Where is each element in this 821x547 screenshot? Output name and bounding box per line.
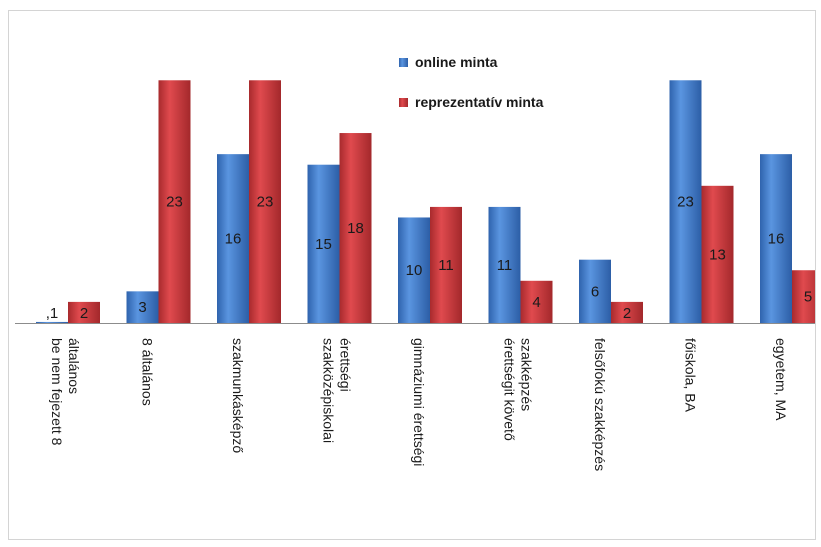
data-label-online-5: 11 [497, 257, 513, 274]
data-label-reprezentativ-4: 11 [438, 257, 454, 274]
category-label-8: egyetem, MA [773, 338, 789, 421]
data-label-reprezentativ-6: 2 [623, 305, 631, 322]
category-label-3: szakközépiskolai érettségi [321, 338, 354, 443]
category-label-2-line-0: szakmunkásképző [230, 338, 246, 453]
legend-label-online: online minta [415, 54, 498, 70]
category-label-3-line-0: szakközépiskolai [321, 338, 337, 443]
legend: online minta reprezentatív minta [399, 54, 544, 110]
category-label-0-line-0: be nem fejezett 8 [49, 338, 65, 446]
category-label-7: főiskola, BA [683, 338, 699, 413]
bar-reprezentativ-1 [158, 80, 191, 323]
data-label-online-1: 3 [138, 299, 146, 316]
data-label-online-7: 23 [677, 194, 694, 211]
category-label-0-line-1: általános [66, 338, 82, 394]
data-label-online-3: 15 [315, 236, 332, 253]
category-label-5-line-0: érettségit követő [502, 338, 518, 441]
bar-online-4 [398, 217, 430, 323]
bar-online-7 [669, 80, 702, 323]
bar-reprezentativ-2 [249, 80, 281, 323]
bar-reprezentativ-5 [520, 280, 553, 323]
chart-frame: ,1 2 3 23 16 23 15 18 10 11 11 4 6 2 23 13 16 5 be nem fe… [8, 10, 821, 540]
data-label-online-6: 6 [591, 283, 599, 300]
category-label-4: gimnáziumi érettségi [411, 338, 427, 466]
legend-label-reprezentativ: reprezentatív minta [415, 94, 544, 110]
data-label-reprezentativ-7: 13 [709, 246, 726, 263]
category-labels-layer: be nem fejezett 8 általános 8 általános sza… [49, 338, 789, 471]
bars-layer [36, 80, 821, 323]
category-label-8-line-0: egyetem, MA [773, 338, 789, 421]
category-label-4-line-0: gimnáziumi érettségi [411, 338, 427, 466]
data-label-reprezentativ-3: 18 [347, 220, 364, 237]
bar-reprezentativ-7 [701, 185, 734, 323]
category-label-5-line-1: szakképzés [519, 338, 535, 411]
data-label-online-2: 16 [225, 231, 242, 248]
data-label-online-0: ,1 [46, 305, 59, 322]
bar-reprezentativ-6 [611, 301, 643, 323]
category-label-7-line-0: főiskola, BA [683, 338, 699, 413]
category-label-0: be nem fejezett 8 általános [49, 338, 82, 446]
data-label-online-4: 10 [406, 262, 423, 279]
data-label-reprezentativ-8: 5 [804, 289, 812, 306]
bar-online-6 [579, 259, 611, 323]
bar-reprezentativ-3 [339, 133, 372, 323]
bar-reprezentativ-4 [430, 206, 462, 323]
category-label-6: felsőfokú szakképzés [592, 338, 608, 471]
legend-swatch-reprezentativ [399, 98, 408, 107]
bar-online-2 [217, 154, 249, 323]
category-label-6-line-0: felsőfokú szakképzés [592, 338, 608, 471]
category-label-1-line-0: 8 általános [140, 338, 156, 406]
legend-swatch-online [399, 58, 408, 67]
data-label-reprezentativ-5: 4 [532, 294, 540, 311]
data-label-reprezentativ-0: 2 [80, 305, 88, 322]
data-label-online-8: 16 [768, 231, 785, 248]
bar-online-8 [760, 154, 792, 323]
category-label-1: 8 általános [140, 338, 156, 406]
category-label-2: szakmunkásképző [230, 338, 246, 453]
category-label-5: érettségit követő szakképzés [502, 338, 535, 441]
bar-online-1 [126, 291, 159, 323]
data-label-reprezentativ-1: 23 [166, 194, 183, 211]
bar-reprezentativ-0 [68, 301, 100, 323]
bar-online-3 [307, 164, 340, 323]
data-label-reprezentativ-2: 23 [257, 194, 274, 211]
bar-online-0 [36, 321, 68, 323]
bar-online-5 [488, 206, 521, 323]
category-label-3-line-1: érettségi [338, 338, 354, 392]
